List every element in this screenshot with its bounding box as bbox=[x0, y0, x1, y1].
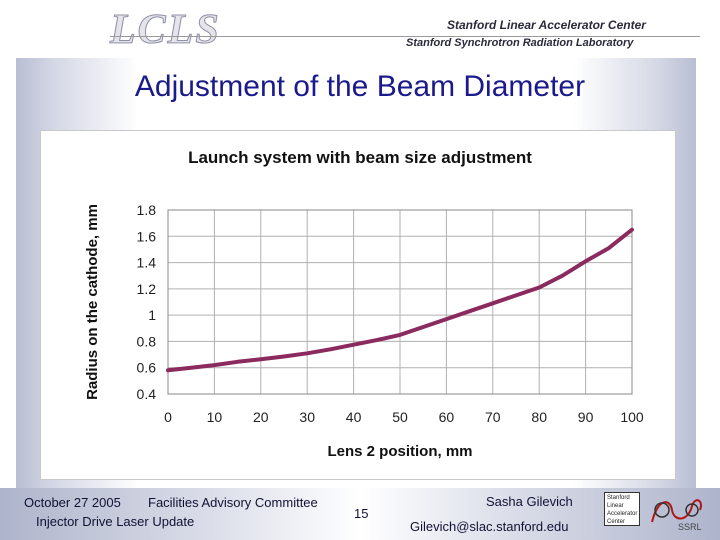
y-tick-label: 0.4 bbox=[137, 386, 157, 402]
slide-title: Adjustment of the Beam Diameter bbox=[134, 70, 586, 103]
ssrl-logo-text: SSRL bbox=[678, 522, 702, 532]
x-tick-label: 80 bbox=[531, 409, 547, 425]
chart-title: Launch system with beam size adjustment bbox=[188, 148, 532, 167]
footer-date: October 27 2005 bbox=[24, 495, 121, 510]
x-tick-label: 30 bbox=[299, 409, 315, 425]
y-tick-label: 0.6 bbox=[137, 360, 157, 376]
x-axis-label: Lens 2 position, mm bbox=[327, 443, 472, 460]
header-divider bbox=[110, 36, 700, 37]
presenter-email: Gilevich@slac.stanford.edu bbox=[410, 519, 569, 534]
series-line bbox=[166, 227, 634, 373]
slac-logo-line: Accelerator bbox=[607, 511, 638, 517]
slac-logo: Stanford Linear Accelerator Center bbox=[604, 492, 640, 526]
x-tick-label: 70 bbox=[485, 409, 501, 425]
slac-org-name: Stanford Linear Accelerator Center bbox=[447, 18, 646, 32]
x-tick-label: 90 bbox=[578, 409, 594, 425]
y-tick-label: 1.4 bbox=[137, 255, 157, 271]
footer-committee: Facilities Advisory Committee bbox=[148, 495, 318, 510]
x-tick-label: 40 bbox=[346, 409, 362, 425]
ssrl-logo: SSRL bbox=[651, 499, 702, 532]
x-tick-label: 20 bbox=[253, 409, 269, 425]
beam-diameter-chart: Launch system with beam size adjustment 0… bbox=[84, 148, 644, 460]
y-axis-label: Radius on the cathode, mm bbox=[84, 204, 101, 400]
page-number: 15 bbox=[354, 506, 369, 521]
footer-band bbox=[0, 488, 720, 540]
x-tick-label: 60 bbox=[439, 409, 455, 425]
x-tick-label: 0 bbox=[164, 409, 172, 425]
plot-area bbox=[167, 209, 633, 395]
ssrl-org-name: Stanford Synchrotron Radiation Laborator… bbox=[406, 37, 634, 49]
y-tick-label: 0.8 bbox=[137, 333, 157, 349]
y-tick-label: 1.8 bbox=[137, 202, 157, 218]
footer-subtitle: Injector Drive Laser Update bbox=[36, 514, 195, 529]
slac-logo-line: Linear bbox=[607, 503, 624, 509]
x-tick-label: 50 bbox=[392, 409, 408, 425]
lcls-logo: LCLS bbox=[110, 7, 221, 54]
chart-frame bbox=[40, 130, 676, 480]
header-band bbox=[0, 0, 720, 55]
y-tick-label: 1.6 bbox=[137, 228, 157, 244]
x-tick-label: 10 bbox=[207, 409, 223, 425]
y-tick-label: 1 bbox=[148, 307, 156, 323]
slac-logo-line: Center bbox=[607, 519, 626, 525]
slac-logo-line: Stanford bbox=[607, 495, 630, 501]
y-tick-label: 1.2 bbox=[137, 281, 157, 297]
x-tick-label: 100 bbox=[620, 409, 644, 425]
presenter-name: Sasha Gilevich bbox=[486, 494, 573, 509]
